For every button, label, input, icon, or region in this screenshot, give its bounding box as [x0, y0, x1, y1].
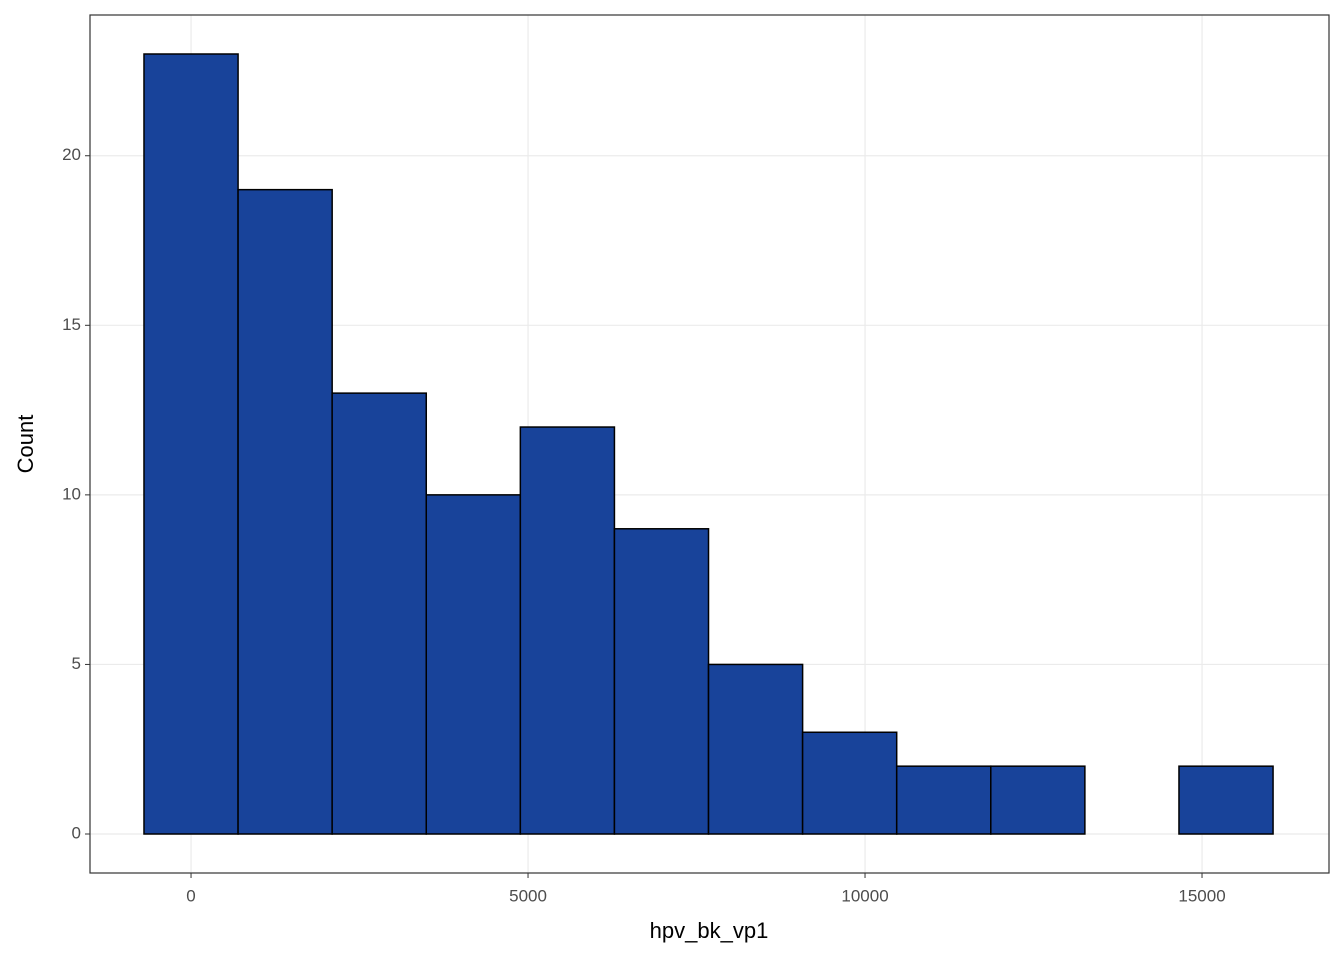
- y-tick-label: 20: [62, 145, 81, 164]
- bar: [801, 731, 898, 835]
- bar: [519, 426, 616, 835]
- y-axis-title: Count: [13, 415, 38, 474]
- x-tick-label: 5000: [509, 886, 547, 905]
- x-tick-label: 0: [186, 886, 195, 905]
- bar: [331, 392, 428, 835]
- x-tick-label: 10000: [841, 886, 888, 905]
- panel-border: [89, 14, 1330, 874]
- bar: [425, 494, 522, 835]
- bar: [707, 663, 804, 835]
- y-tick-label: 5: [72, 654, 81, 673]
- bar: [143, 53, 239, 835]
- x-tick-label: 15000: [1178, 886, 1225, 905]
- y-tick-label: 15: [62, 315, 81, 334]
- bar: [1178, 765, 1274, 835]
- bar: [990, 765, 1086, 835]
- y-tick-label: 0: [72, 823, 81, 842]
- bar: [237, 188, 333, 835]
- bar: [613, 528, 710, 835]
- y-tick-label: 10: [62, 484, 81, 503]
- bar: [895, 765, 992, 835]
- x-axis-title: hpv_bk_vp1: [650, 918, 769, 943]
